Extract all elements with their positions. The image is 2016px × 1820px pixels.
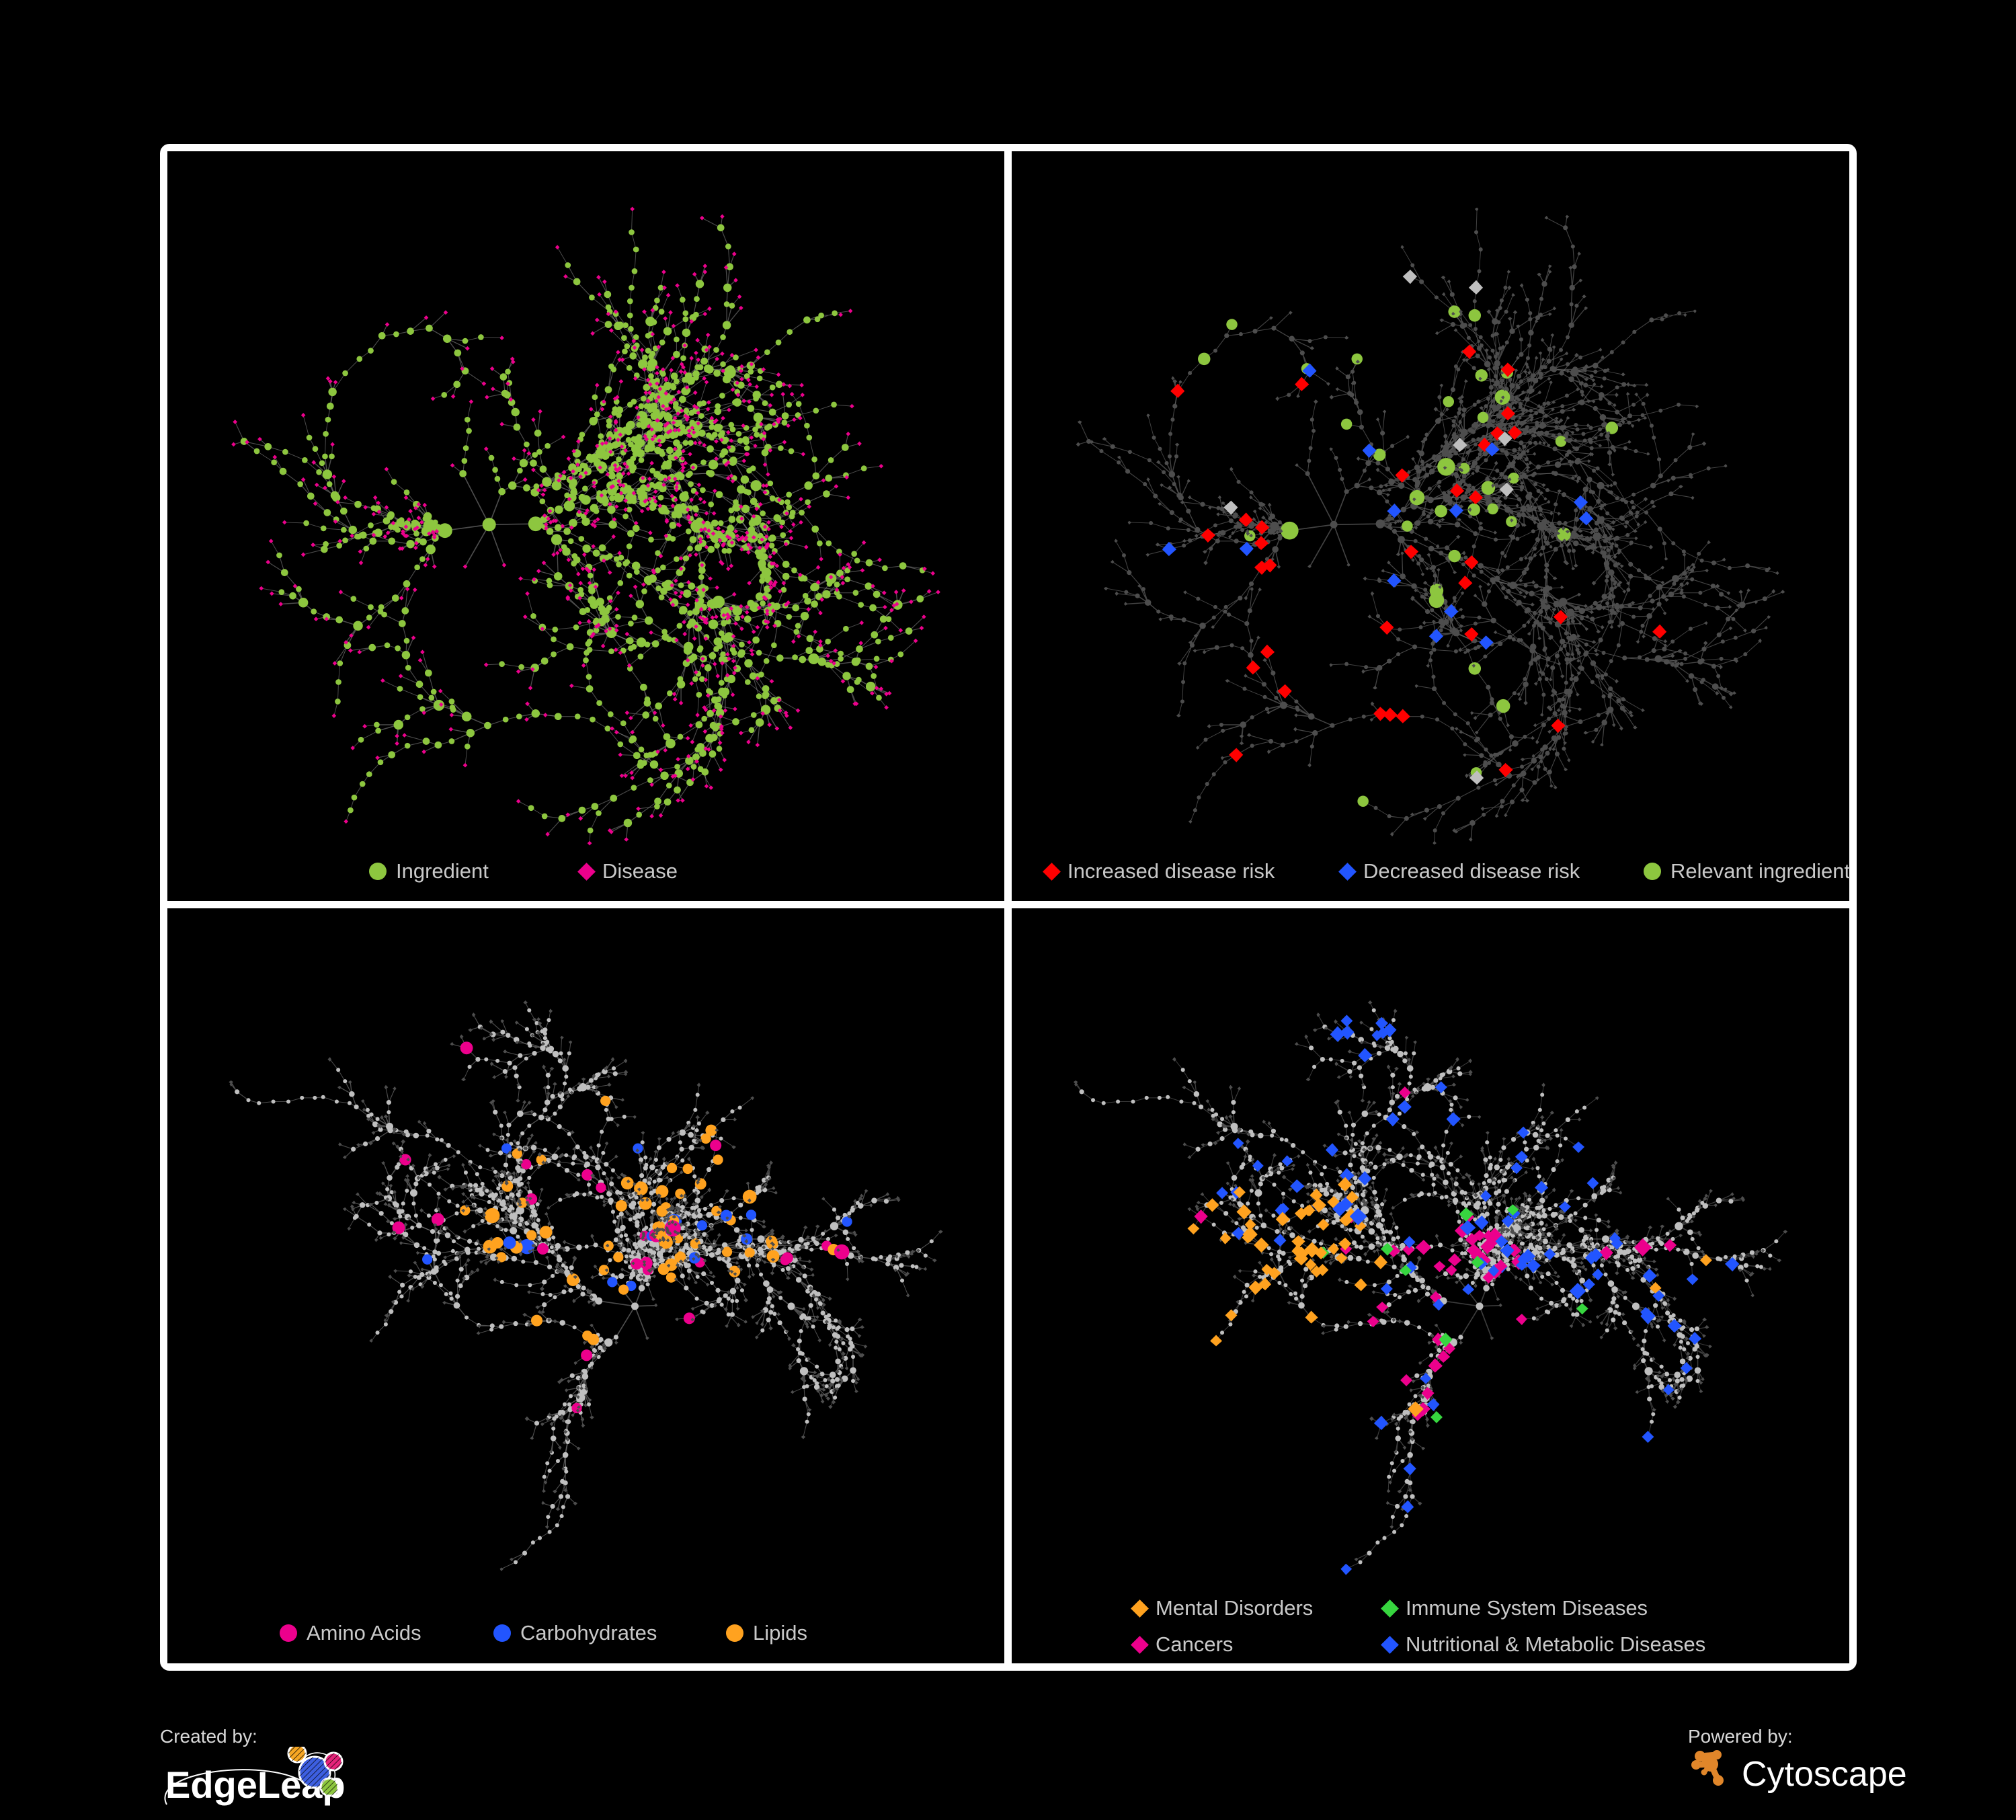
svg-text:Cytoscape: Cytoscape [1742, 1755, 1907, 1794]
